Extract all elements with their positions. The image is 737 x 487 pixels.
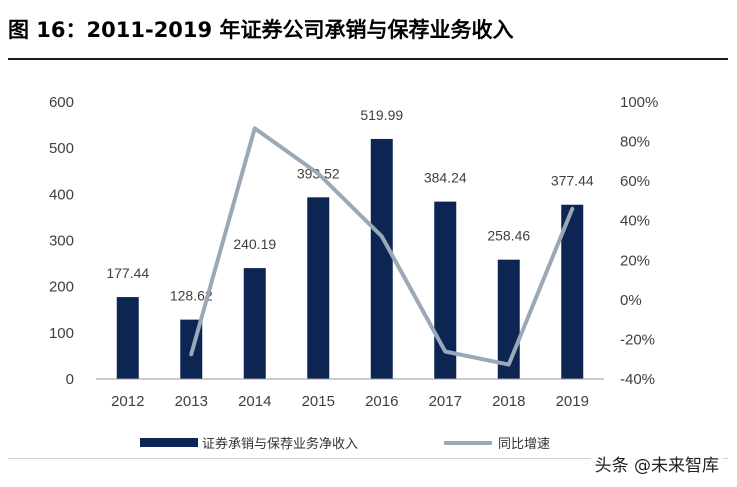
bar-value-label: 377.44 [551,173,594,189]
legend-bar-swatch [140,438,198,447]
bar [370,138,393,379]
x-axis: 2012 2013 2014 2015 2016 2017 2018 2019 [111,393,589,410]
bar-value-label: 384.24 [424,170,467,186]
y-tick-label: 0 [66,371,74,388]
y-axis-left: 0 100 200 300 400 500 600 [49,94,74,388]
x-tick-label: 2013 [175,393,208,410]
y-tick-label: 400 [49,186,74,203]
bar-series [116,138,584,379]
y-tick-label: 200 [49,279,74,296]
y2-tick-label: 20% [620,252,650,269]
bar-value-label: 258.46 [487,228,530,244]
x-tick-label: 2012 [111,393,144,410]
line-point [380,234,384,238]
y2-tick-label: 0% [620,292,642,309]
watermark: 头条 @未来智库 [590,453,723,479]
bar [434,201,457,379]
y-tick-label: 300 [49,233,74,250]
x-tick-label: 2018 [492,393,525,410]
y2-tick-label: 100% [620,94,658,111]
y2-tick-label: -40% [620,371,655,388]
line-point [253,126,257,130]
bar [116,297,139,379]
legend-line-label: 同比增速 [498,437,550,452]
bar-value-labels: 177.44128.62240.19393.52519.99384.24258.… [106,107,594,304]
x-tick-label: 2016 [365,393,398,410]
x-tick-label: 2017 [429,393,462,410]
y-tick-label: 100 [49,325,74,342]
line-series [189,126,575,367]
legend: 证券承销与保荐业务净收入 同比增速 [140,436,550,452]
x-tick-label: 2019 [556,393,589,410]
x-tick-label: 2014 [238,393,271,410]
line-point [570,207,574,211]
bar [307,197,330,379]
chart-title: 图 16：2011-2019 年证券公司承销与保荐业务收入 [8,18,514,42]
y-tick-label: 600 [49,94,74,111]
bar [243,268,266,379]
line-point [316,172,320,176]
line-point [507,363,511,367]
y2-tick-label: 80% [620,134,650,151]
y-axis-right: -40% -20% 0% 20% 40% 60% 80% 100% [620,94,658,388]
line-point [189,352,193,356]
bar [561,204,584,379]
y2-tick-label: 60% [620,173,650,190]
line-point [443,349,447,353]
y-tick-label: 500 [49,140,74,157]
bar-value-label: 240.19 [233,236,276,252]
title-divider [8,58,728,60]
x-tick-label: 2015 [302,393,335,410]
bottom-divider [8,458,728,459]
bar-value-label: 128.62 [170,288,213,304]
legend-bar-label: 证券承销与保荐业务净收入 [202,436,358,452]
bar-value-label: 519.99 [360,107,403,123]
y2-tick-label: -20% [620,331,655,348]
y2-tick-label: 40% [620,213,650,230]
bar-value-label: 177.44 [106,265,149,281]
